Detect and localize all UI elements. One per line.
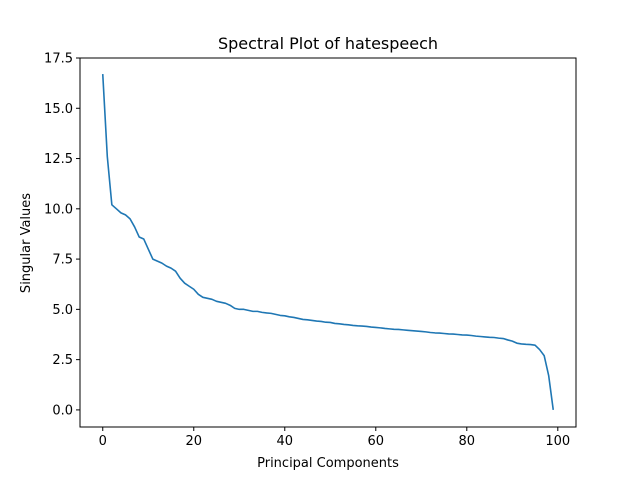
axes-frame: [79, 57, 577, 428]
chart-title: Spectral Plot of hatespeech: [218, 34, 438, 53]
x-tick-label: 100: [545, 434, 570, 449]
plot-layer: [101, 74, 555, 411]
x-tick-label: 60: [368, 434, 385, 449]
y-tick-label: 15.0: [44, 102, 73, 117]
y-tick-label: 5.0: [52, 303, 73, 318]
x-tick-label: 0: [99, 434, 107, 449]
y-tick-label: 7.5: [52, 253, 73, 268]
y-tick-label: 10.0: [44, 202, 73, 217]
y-tick-label: 12.5: [44, 152, 73, 167]
y-tick-label: 2.5: [52, 353, 73, 368]
y-axis-ticks: 0.0 2.5 5.0 7.5 10.0 12.5 15.0 17.5: [44, 52, 80, 418]
x-tick-label: 20: [185, 434, 202, 449]
x-tick-label: 40: [276, 434, 293, 449]
y-tick-label: 0.0: [52, 403, 73, 418]
x-axis-ticks: 0 20 40 60 80 100: [99, 427, 570, 449]
y-tick-label: 17.5: [44, 52, 73, 67]
x-tick-label: 80: [459, 434, 476, 449]
x-axis-label: Principal Components: [257, 456, 399, 471]
singular-values-series-line: [101, 74, 555, 411]
y-axis-label: Singular Values: [19, 193, 34, 293]
